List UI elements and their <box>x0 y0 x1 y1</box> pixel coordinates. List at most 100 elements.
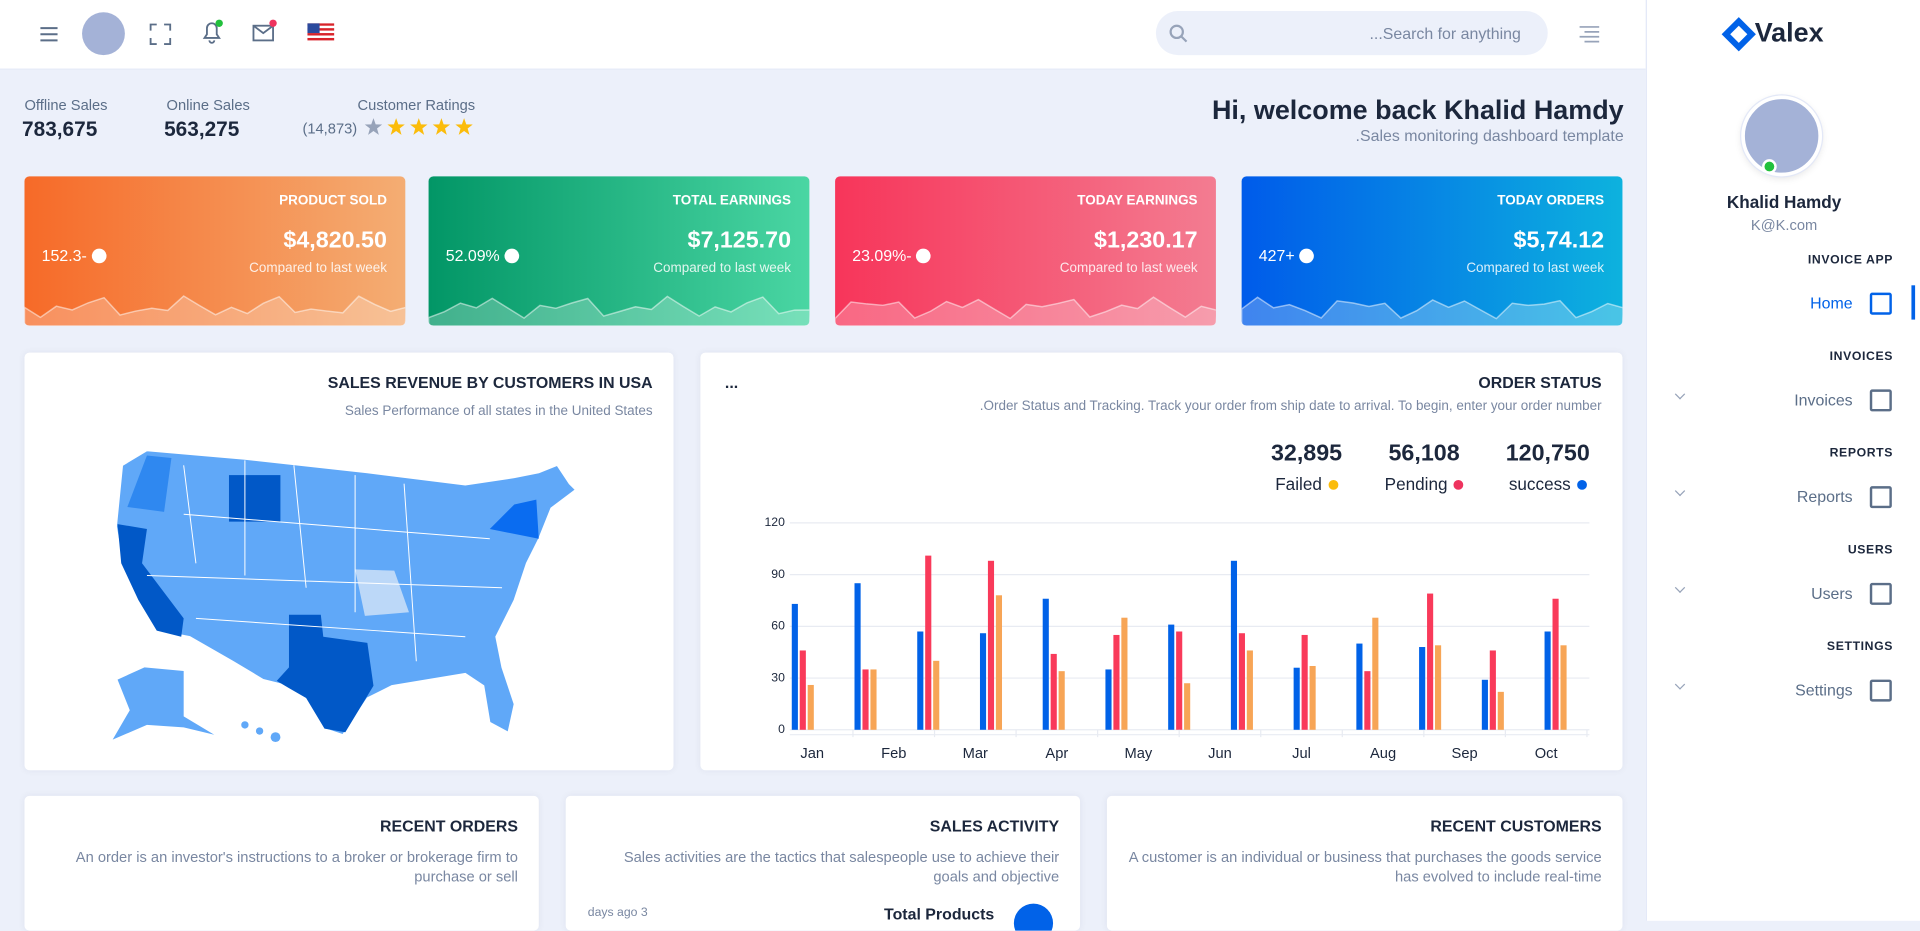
order-stat-value: 32,895 <box>1270 440 1343 467</box>
bar <box>1058 671 1065 730</box>
bar <box>1176 631 1183 730</box>
menu-right-icon[interactable] <box>1577 22 1601 46</box>
sparkline <box>835 296 1216 326</box>
card-title: TOTAL EARNINGS <box>672 193 792 209</box>
menu-icon <box>1869 292 1892 315</box>
bottom-panel: SALES ACTIVITY Sales activities are the t… <box>565 795 1081 931</box>
bar <box>1356 643 1363 730</box>
card-value: $4,820.50 <box>283 227 387 254</box>
card-note: Compared to last week <box>653 260 792 276</box>
sidebar: Valex Khalid Hamdy K@K.com INVOICE APP Ho… <box>1645 0 1920 921</box>
legend-text: success <box>1508 473 1571 494</box>
chevron <box>1674 679 1686 690</box>
bar <box>1489 650 1496 730</box>
bar <box>1121 617 1128 730</box>
menu-item[interactable]: Home <box>1810 293 1853 313</box>
card-title: TODAY EARNINGS <box>1077 193 1198 209</box>
bar <box>1184 683 1191 730</box>
bar <box>862 669 869 730</box>
activity-icon <box>1013 903 1054 931</box>
x-tick-label: Jun <box>1208 746 1232 762</box>
search-icon <box>1169 24 1188 43</box>
bar <box>933 660 940 730</box>
online-dot <box>1762 159 1777 174</box>
x-tick-label: Oct <box>1535 746 1558 762</box>
notification-icon[interactable] <box>200 17 227 46</box>
menu-item[interactable]: Users <box>1811 584 1853 603</box>
menu-icon <box>1869 389 1892 412</box>
stat-value: 783,675 <box>22 117 98 141</box>
order-stat-label: success <box>1487 473 1609 494</box>
sparkline-area <box>835 296 1216 326</box>
card-note: Compared to last week <box>1466 260 1605 276</box>
bar <box>1497 691 1504 730</box>
x-tick-label: Mar <box>963 746 988 762</box>
bar <box>1050 653 1057 730</box>
stat-card: TODAY EARNINGS $1,230.17 Compared to last … <box>835 176 1216 326</box>
bar <box>870 669 877 730</box>
search-placeholder: ...Search for anything <box>1369 24 1521 43</box>
legend-dot <box>1453 480 1464 490</box>
menu-item[interactable]: Reports <box>1796 487 1853 506</box>
map-panel: SALES REVENUE BY CUSTOMERS IN USA Sales … <box>24 352 674 771</box>
top-bar: ...Search for anything <box>0 0 1646 70</box>
card-title: PRODUCT SOLD <box>279 193 387 209</box>
active-indicator <box>1911 285 1916 320</box>
card-change: 427+ <box>1259 245 1315 265</box>
panel-text: Sales activities are the tactics that sa… <box>623 848 1060 886</box>
order-stat-value: 120,750 <box>1505 440 1590 467</box>
fullscreen-icon[interactable] <box>148 22 172 46</box>
bar <box>1364 671 1371 730</box>
menu-item[interactable]: Settings <box>1795 680 1853 700</box>
change-text: 23.09%- <box>852 246 912 265</box>
order-panel: ... ORDER STATUS .Order Status and Track… <box>700 352 1623 771</box>
menu-icon[interactable] <box>37 22 61 46</box>
card-value: $7,125.70 <box>687 227 792 254</box>
x-tick-label: Jul <box>1292 746 1311 762</box>
stat-label: Online Sales <box>166 96 250 114</box>
card-change: 52.09% <box>446 245 520 265</box>
sparkline-area <box>1241 296 1623 326</box>
star <box>387 118 405 135</box>
bar <box>1481 679 1488 730</box>
search-box[interactable]: ...Search for anything <box>1155 11 1548 56</box>
star <box>364 118 383 135</box>
stat-label: Offline Sales <box>24 96 108 114</box>
bar <box>1544 631 1551 730</box>
flag-icon[interactable] <box>307 23 335 43</box>
bar <box>1552 598 1559 730</box>
panel-menu[interactable]: ... <box>724 373 739 392</box>
section-heading: REPORTS <box>1829 446 1894 461</box>
star <box>432 118 451 135</box>
bar <box>1246 650 1253 730</box>
section-heading: INVOICE APP <box>1807 253 1894 267</box>
user-email: K@K.com <box>1750 216 1818 234</box>
bar <box>1419 647 1426 730</box>
bottom-panel: RECENT ORDERS An order is an investor's i… <box>24 795 539 931</box>
rating-stars <box>364 118 473 135</box>
card-note: Compared to last week <box>249 260 387 276</box>
chevron <box>1674 582 1686 593</box>
sparkline <box>24 295 406 326</box>
menu-item[interactable]: Invoices <box>1794 390 1853 409</box>
sparkline <box>1241 296 1623 326</box>
ratings-label: Customer Ratings <box>357 96 476 114</box>
bar <box>807 684 814 730</box>
panel-title: RECENT CUSTOMERS <box>1430 816 1602 836</box>
activity-item: Total Products <box>884 904 995 924</box>
mail-icon[interactable] <box>251 17 280 46</box>
avatar[interactable] <box>82 12 125 56</box>
change-text: 152.3- <box>41 246 87 265</box>
sparkline-area <box>428 295 810 326</box>
sparkline <box>428 295 810 326</box>
x-tick-label: Sep <box>1452 746 1478 762</box>
panel-title: RECENT ORDERS <box>379 816 518 836</box>
order-subtitle: .Order Status and Tracking. Track your o… <box>979 399 1602 414</box>
brand[interactable]: Valex <box>1754 17 1824 48</box>
y-tick-label: 60 <box>771 619 785 633</box>
menu-icon <box>1869 486 1892 509</box>
bar <box>1435 645 1442 730</box>
chevron <box>1674 485 1686 497</box>
y-tick-label: 90 <box>771 567 785 581</box>
change-icon <box>916 248 932 263</box>
